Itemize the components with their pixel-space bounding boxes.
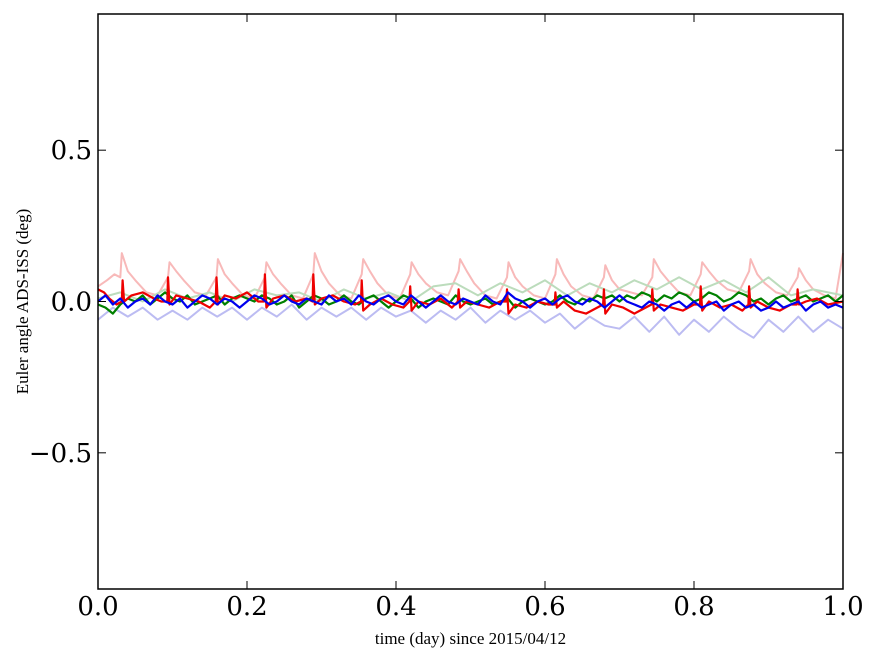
x-tick-label: 1.0	[822, 592, 863, 622]
series-line-6	[97, 291, 844, 312]
series-line-5	[97, 273, 844, 315]
series-line-1	[97, 252, 844, 300]
series-line-2	[97, 276, 844, 303]
x-axis-label: time (day) since 2015/04/12	[375, 629, 566, 648]
x-tick-label: 0.8	[673, 592, 714, 622]
y-tick-label: 0.0	[51, 288, 92, 318]
x-tick-label: 0.4	[375, 592, 416, 622]
x-tick-label: 0.0	[77, 592, 118, 622]
x-tick-label: 0.6	[524, 592, 565, 622]
tick-layer: 0.0 0.2 0.4 0.6 0.8 1.0 −0.5 0.0 0.5	[29, 14, 864, 622]
y-axis-label: Euler angle ADS-ISS (deg)	[13, 209, 32, 395]
y-tick-label: 0.5	[51, 136, 92, 166]
series-line-3	[97, 303, 844, 339]
x-tick-label: 0.2	[226, 592, 267, 622]
series-layer	[97, 252, 844, 339]
y-tick-label: −0.5	[29, 439, 92, 469]
